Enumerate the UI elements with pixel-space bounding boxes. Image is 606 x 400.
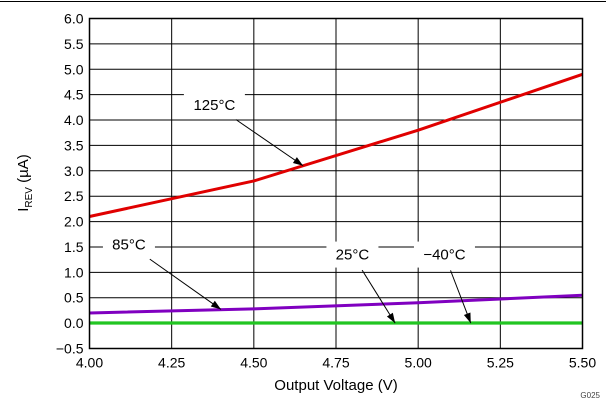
series-layer — [89, 72, 583, 325]
y-tick-label: 0.5 — [64, 290, 84, 306]
y-tick-label: −0.5 — [56, 341, 84, 357]
x-tick-label: 4.75 — [322, 355, 349, 371]
y-tick-labels: −0.5 0.0 0.5 1.0 1.5 2.0 2.5 3.0 3.5 4.0 4.5 5.0 5.5… — [56, 11, 84, 357]
y-tick-label: 5.0 — [64, 61, 84, 77]
y-axis-label: IREV (µA) — [15, 154, 35, 212]
y-tick-label: 1.0 — [64, 264, 84, 280]
x-tick-label: 5.25 — [487, 355, 514, 371]
x-tick-labels: 4.00 4.25 4.50 4.75 5.00 5.25 5.50 — [76, 355, 596, 371]
y-tick-label: 3.0 — [64, 163, 84, 179]
annotation-label: 85°C — [112, 236, 146, 253]
y-tick-label: 1.5 — [64, 239, 84, 255]
y-axis-label-unit: (µA) — [15, 154, 32, 187]
y-tick-label: 4.0 — [64, 112, 84, 128]
annotation-arrow-line — [235, 119, 304, 167]
figure-id: G025 — [580, 391, 600, 400]
series-line-85-c — [89, 293, 583, 315]
grid — [89, 18, 583, 349]
annotation-label: 25°C — [336, 247, 370, 264]
x-tick-label: 5.00 — [405, 355, 432, 371]
annotation-layer: 125°C 85°C 25°C −40°C — [102, 91, 475, 324]
y-tick-label: 2.0 — [64, 214, 84, 230]
annotation-arrowhead — [463, 312, 471, 324]
annotation-arrow-line — [149, 258, 222, 310]
x-tick-label: 5.50 — [569, 355, 596, 371]
y-axis-label-sub: REV — [24, 187, 35, 208]
x-tick-label: 4.50 — [240, 355, 267, 371]
y-tick-label: 3.5 — [64, 137, 84, 153]
annotation-backdrop — [183, 91, 245, 118]
y-tick-label: 5.5 — [64, 36, 84, 52]
annotation-arrowhead — [292, 157, 304, 166]
plot-frame — [88, 17, 584, 350]
series-line-125-c — [89, 72, 583, 218]
annotation-arrowhead — [386, 312, 396, 324]
x-tick-label: 4.25 — [158, 355, 185, 371]
annotation-backdrop — [413, 241, 475, 268]
annotation-label: −40°C — [423, 247, 465, 264]
y-tick-label: 0.0 — [64, 315, 84, 331]
y-axis-label-main: I — [15, 208, 32, 212]
x-axis-label: Output Voltage (V) — [274, 377, 397, 394]
annotation-arrow-line — [361, 269, 396, 324]
x-tick-label: 4.00 — [76, 355, 103, 371]
annotation-label: 125°C — [193, 97, 235, 114]
annotation-backdrop — [102, 231, 155, 258]
annotation-backdrop — [326, 241, 379, 268]
y-tick-label: 4.5 — [64, 87, 84, 103]
y-tick-label: 6.0 — [64, 11, 84, 27]
y-tick-label: 2.5 — [64, 188, 84, 204]
annotation-arrowhead — [210, 300, 221, 310]
